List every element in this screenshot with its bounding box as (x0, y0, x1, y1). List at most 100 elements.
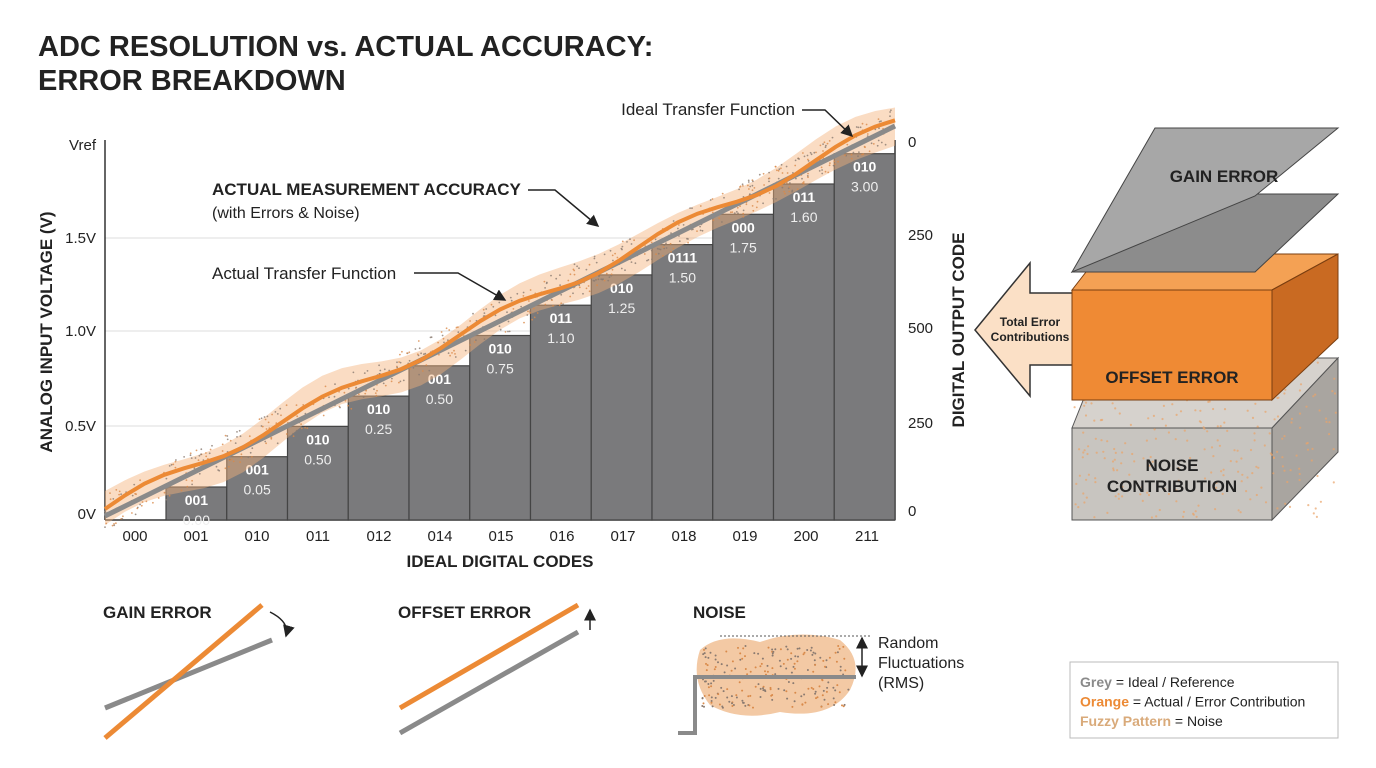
noise-speck (734, 667, 737, 670)
noise-speck (1295, 454, 1298, 457)
noise-dot (191, 479, 194, 482)
noise-dot (813, 151, 816, 154)
noise-speck (803, 693, 806, 696)
noise-dot (670, 251, 672, 253)
noise-speck (1148, 464, 1151, 467)
step-code: 001 (428, 371, 452, 387)
noise-speck (812, 688, 815, 690)
noise-speck (787, 681, 790, 683)
noise-speck (774, 648, 777, 651)
noise-dot (866, 133, 869, 135)
noise-dot (663, 244, 666, 247)
noise-speck (742, 701, 744, 704)
noise-speck (1171, 403, 1174, 406)
noise-dot (819, 144, 822, 147)
noise-dot (279, 407, 282, 410)
noise-dot (229, 439, 232, 442)
noise-dot (215, 465, 218, 468)
noise-dot (115, 522, 117, 525)
noise-dot (157, 497, 160, 499)
noise-dot (399, 353, 401, 356)
noise-dot (174, 460, 177, 463)
noise-speck (1210, 446, 1214, 449)
noise-dot (506, 311, 508, 314)
noise-speck (1114, 495, 1117, 498)
noise-dot (605, 272, 608, 275)
noise-dot (614, 252, 616, 255)
noise-dot (828, 164, 831, 167)
step-bar (286, 425, 349, 521)
noise-dot (533, 316, 536, 319)
noise-speck (834, 689, 837, 692)
noise-speck (810, 686, 813, 689)
annotation: ACTUAL MEASUREMENT ACCURACY (212, 180, 521, 199)
noise-dot (232, 460, 235, 463)
detail-title: OFFSET ERROR (398, 603, 531, 622)
x-label: 014 (427, 528, 452, 545)
noise-speck (726, 664, 729, 667)
noise-dot (630, 261, 633, 263)
noise-speck (1298, 467, 1301, 470)
noise-dot (189, 454, 192, 457)
noise-dot (855, 126, 858, 128)
noise-dot (139, 479, 142, 482)
noise-dot (545, 282, 548, 285)
noise-speck (1298, 472, 1301, 476)
noise-dot (324, 385, 327, 388)
noise-speck (704, 680, 707, 683)
noise-speck (790, 652, 793, 655)
noise-dot (374, 392, 377, 394)
noise-speck (1167, 431, 1170, 434)
noise-dot (276, 442, 279, 445)
noise-speck (1117, 493, 1120, 496)
noise-dot (358, 393, 360, 396)
noise-note: Fluctuations (878, 655, 964, 672)
noise-speck (847, 688, 850, 691)
noise-dot (399, 380, 402, 383)
noise-dot (274, 411, 277, 413)
noise-dot (578, 267, 580, 270)
noise-speck (815, 697, 817, 700)
step-bar (529, 304, 592, 521)
noise-speck (1162, 404, 1165, 407)
noise-dot (621, 245, 624, 248)
noise-dot (806, 154, 809, 157)
noise-speck (1237, 470, 1240, 473)
noise-dot (285, 404, 288, 407)
noise-speck (1222, 474, 1225, 477)
noise-dot (247, 456, 250, 459)
noise-dot (880, 120, 882, 122)
noise-speck (1306, 448, 1310, 451)
noise-dot (729, 211, 732, 214)
noise-dot (198, 454, 201, 457)
noise-dot (402, 379, 405, 382)
step-code: 010 (367, 401, 391, 417)
noise-dot (738, 188, 740, 191)
noise-dot (610, 274, 613, 277)
noise-dot (742, 185, 744, 187)
noise-dot (174, 466, 177, 469)
noise-speck (779, 665, 782, 668)
legend-key: Orange (1080, 694, 1129, 710)
noise-dot (756, 200, 759, 203)
noise-dot (588, 290, 591, 293)
noise-speck (1288, 505, 1292, 508)
noise-dot (857, 126, 860, 129)
noise-dot (507, 320, 510, 323)
noise-dot (454, 353, 456, 355)
noise-speck (718, 703, 721, 706)
noise-dot (333, 395, 336, 398)
noise-dot (131, 494, 134, 497)
noise-dot (398, 361, 400, 363)
noise-speck (814, 652, 817, 655)
noise-speck (772, 650, 775, 653)
noise-dot (585, 268, 588, 271)
noise-speck (839, 669, 842, 672)
noise-dot (572, 292, 574, 295)
noise-dot (573, 273, 576, 276)
noise-speck (1120, 462, 1123, 465)
noise-dot (249, 451, 252, 454)
step-code: 011 (550, 310, 573, 326)
noise-speck (803, 651, 806, 654)
noise-dot (656, 247, 659, 250)
